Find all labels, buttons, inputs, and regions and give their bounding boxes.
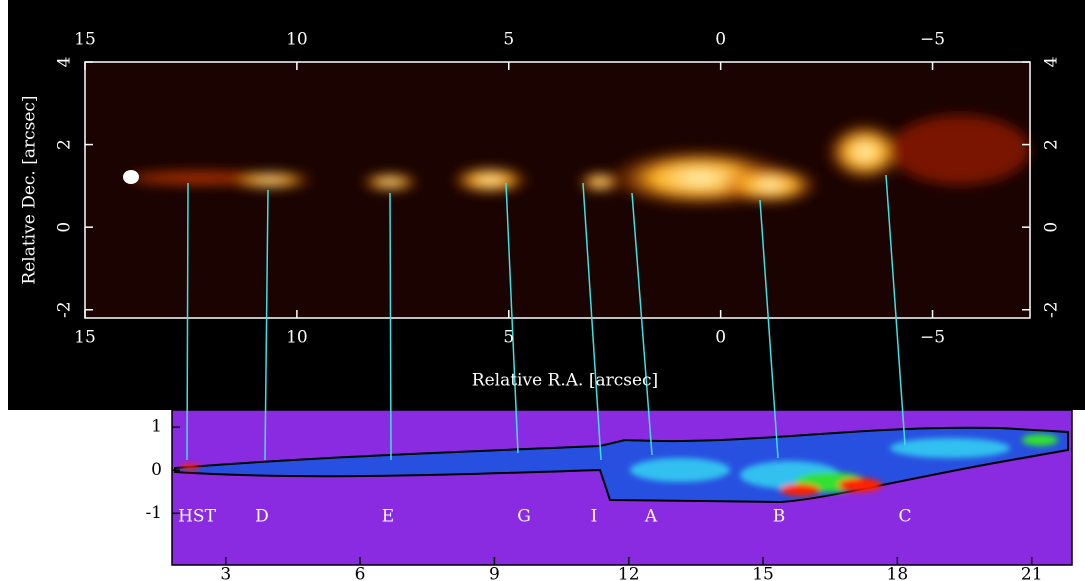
y-tick-label: 1 xyxy=(151,417,162,437)
knot-label: D xyxy=(255,507,269,527)
nucleus xyxy=(123,170,139,184)
y-tick-label-right: 4 xyxy=(1042,57,1062,68)
page: {"chart_data": [ {"type": "image", "xlab… xyxy=(0,0,1085,581)
x-tick-label: 21 xyxy=(1021,565,1043,581)
knot-label: A xyxy=(644,507,658,527)
x-tick-label-top: 5 xyxy=(503,30,514,50)
x-tick-label: 9 xyxy=(489,565,500,581)
figure: Relative R.A. [arcsec] Relative Dec. [ar… xyxy=(0,0,1085,581)
x-tick-label: 3 xyxy=(220,565,231,581)
y-tick-label: 2 xyxy=(55,139,75,150)
knot-label: I xyxy=(591,507,598,527)
x-tick-label: 6 xyxy=(355,565,366,581)
knot-label: HST xyxy=(178,507,216,527)
x-tick-label: −5 xyxy=(920,328,945,348)
y-tick-label: -2 xyxy=(55,301,75,318)
y-tick-label-right: 0 xyxy=(1042,222,1062,233)
knot-label: E xyxy=(382,507,394,527)
x-tick-label: 12 xyxy=(618,565,640,581)
jet-radio xyxy=(172,410,1072,565)
knot-label: G xyxy=(517,507,531,527)
x-axis-label: Relative R.A. [arcsec] xyxy=(472,371,658,391)
x-tick-label-top: 0 xyxy=(715,30,726,50)
y-axis-label: Relative Dec. [arcsec] xyxy=(20,95,40,284)
x-tick-label-top: 15 xyxy=(74,30,96,50)
y-tick-label-right: 2 xyxy=(1042,139,1062,150)
x-tick-label-top: −5 xyxy=(920,30,945,50)
x-tick-label: 0 xyxy=(715,328,726,348)
x-tick-label: 5 xyxy=(503,328,514,348)
x-tick-label: 10 xyxy=(286,328,308,348)
x-tick-label-top: 10 xyxy=(286,30,308,50)
x-tick-label: 15 xyxy=(74,328,96,348)
y-tick-label: -1 xyxy=(145,503,162,523)
x-tick-label: 18 xyxy=(887,565,909,581)
y-tick-label: 0 xyxy=(151,460,162,480)
y-tick-label: 4 xyxy=(55,57,75,68)
knot-label: C xyxy=(898,507,911,527)
knot-label: B xyxy=(773,507,786,527)
y-tick-label-right: -2 xyxy=(1042,301,1062,318)
x-tick-label: 15 xyxy=(752,565,774,581)
jet-optical xyxy=(85,62,1030,318)
y-tick-label: 0 xyxy=(55,222,75,233)
